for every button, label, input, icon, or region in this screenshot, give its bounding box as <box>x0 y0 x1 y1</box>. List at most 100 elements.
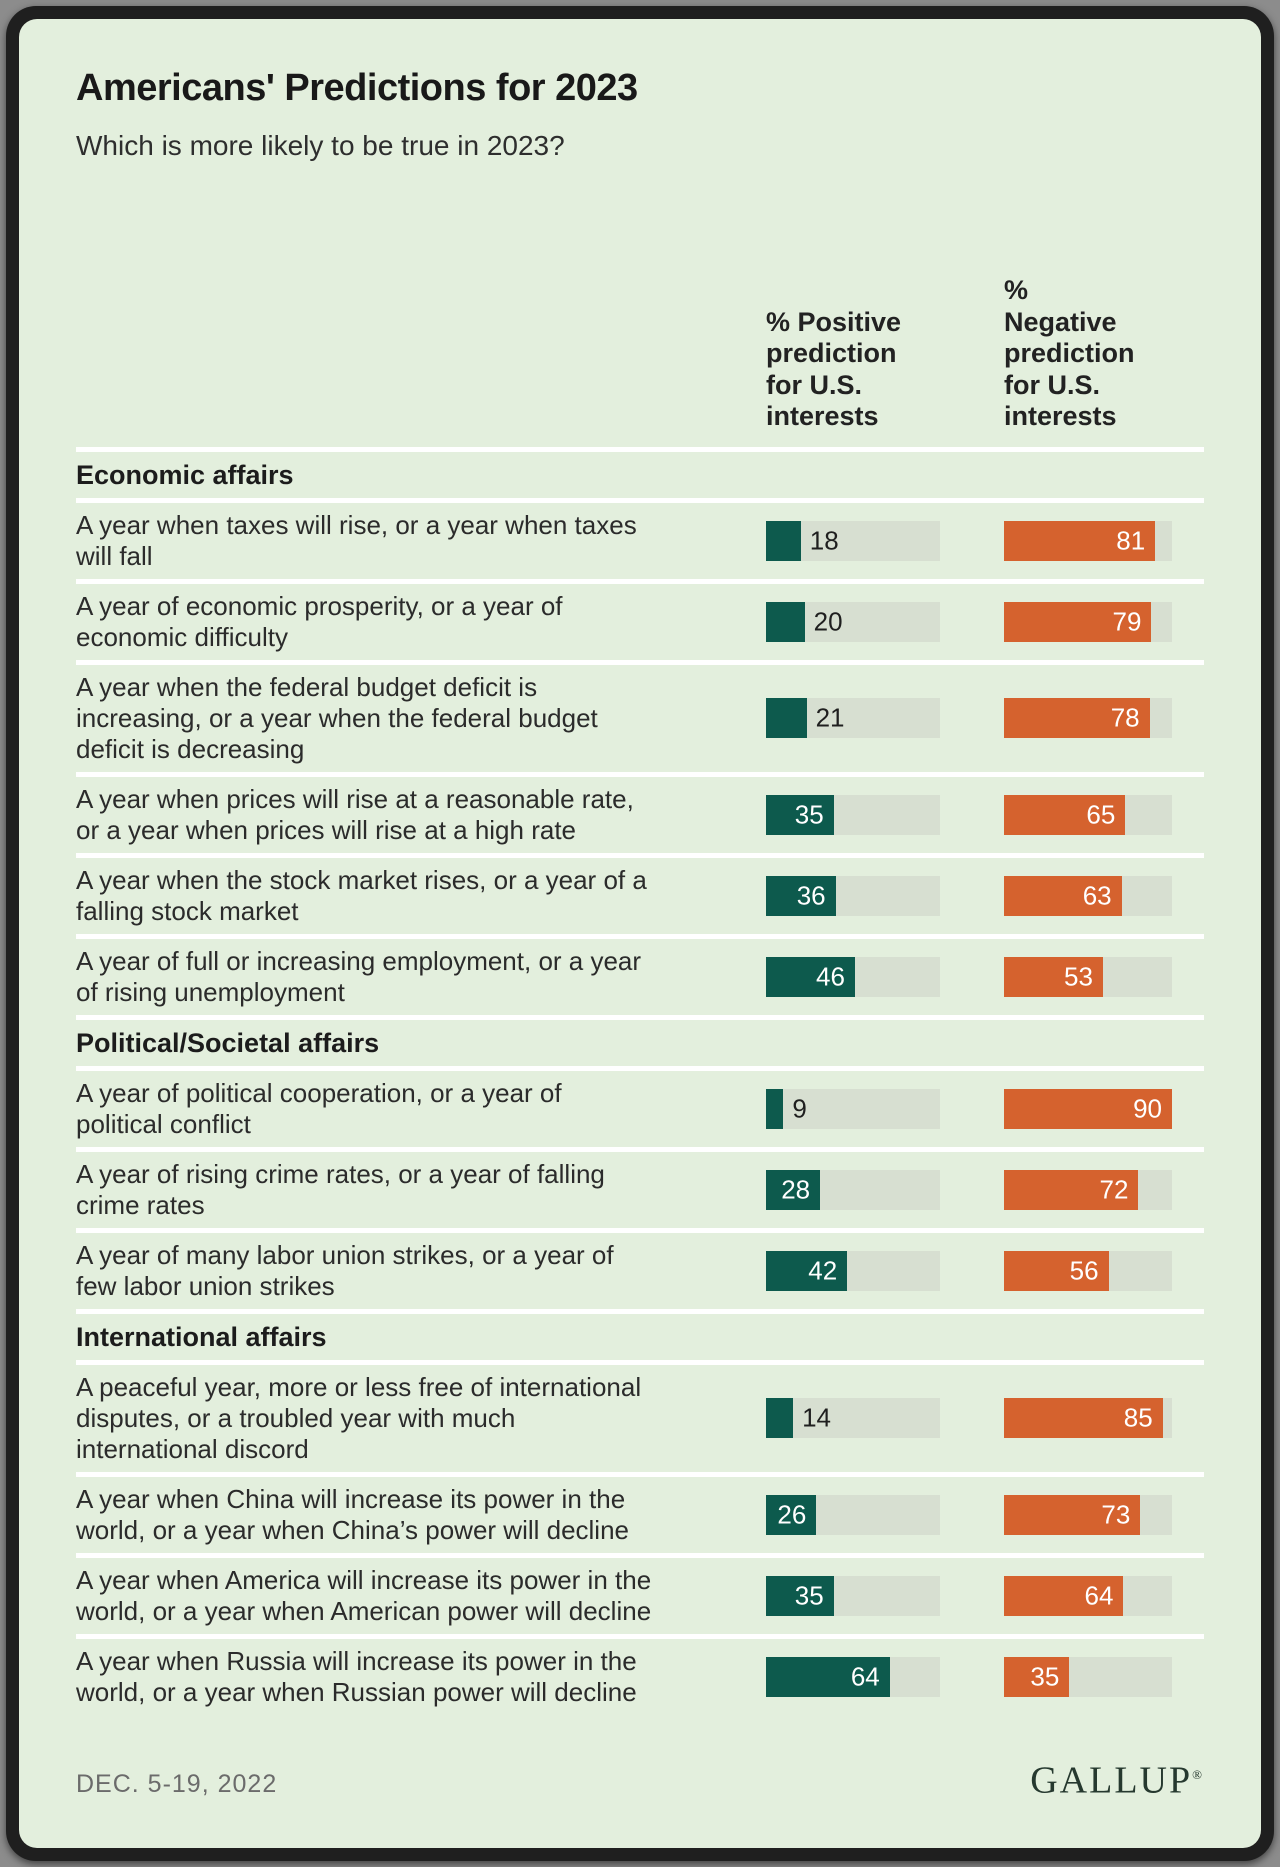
survey-date: DEC. 5-19, 2022 <box>76 1770 278 1799</box>
negative-bar-track: 65 <box>1004 794 1172 835</box>
row-label: A year when America will increase its po… <box>76 1564 652 1626</box>
section-title: Political/Societal affairs <box>76 1027 380 1058</box>
positive-bar-track: 35 <box>766 1575 940 1616</box>
gallup-wordmark: GALLUP <box>1030 1759 1193 1802</box>
positive-value: 9 <box>792 1093 807 1123</box>
negative-bar <box>1004 956 1103 997</box>
column-headers: % Positive prediction for U.S. interests… <box>76 275 1204 447</box>
positive-bar-track: 14 <box>766 1398 940 1438</box>
chart-card: Americans' Predictions for 2023 Which is… <box>19 19 1261 1848</box>
positive-bar <box>766 520 801 561</box>
positive-bar-track: 18 <box>766 520 940 561</box>
positive-bar <box>766 1575 834 1616</box>
negative-bar-cell: 56 <box>1004 1250 1172 1291</box>
negative-bar <box>1004 520 1156 561</box>
row-label: A year when the federal budget deficit i… <box>76 671 598 764</box>
negative-bar-track: 78 <box>1004 698 1172 738</box>
positive-bar-track: 36 <box>766 875 940 916</box>
negative-bar-cell: 78 <box>1004 698 1172 738</box>
positive-bar <box>766 1169 821 1210</box>
negative-bar-track: 85 <box>1004 1398 1172 1438</box>
negative-bar-track: 72 <box>1004 1169 1172 1210</box>
negative-value: 73 <box>1101 1499 1131 1529</box>
table-row: A year when taxes will rise, or a year w… <box>76 497 1204 579</box>
positive-value: 21 <box>815 702 845 733</box>
section-title: Economic affairs <box>76 459 294 490</box>
row-label: A year when the stock market rises, or a… <box>76 864 647 926</box>
negative-bar <box>1004 601 1152 642</box>
positive-bar <box>766 1250 848 1291</box>
negative-bar-track: 90 <box>1004 1088 1172 1129</box>
positive-bar-cell: 35 <box>766 1575 940 1616</box>
positive-bar <box>766 794 834 835</box>
negative-bar-cell: 79 <box>1004 601 1172 642</box>
negative-bar <box>1004 1398 1163 1438</box>
negative-value: 65 <box>1086 799 1116 829</box>
table-row: A year when Russia will increase its pow… <box>76 1633 1204 1715</box>
positive-value: 42 <box>808 1255 838 1285</box>
table-row: A year when the federal budget deficit i… <box>76 659 1204 772</box>
positive-bar-cell: 64 <box>766 1656 940 1697</box>
positive-bar-track: 42 <box>766 1250 940 1291</box>
positive-value: 64 <box>850 1661 880 1691</box>
negative-bar <box>1004 1250 1109 1291</box>
positive-value: 36 <box>796 880 826 910</box>
negative-bar-cell: 73 <box>1004 1494 1172 1535</box>
positive-bar-cell: 28 <box>766 1169 940 1210</box>
table-row: A year when the stock market rises, or a… <box>76 852 1204 934</box>
row-label: A year when China will increase its powe… <box>76 1483 630 1545</box>
negative-value: 56 <box>1069 1255 1099 1285</box>
positive-bar-track: 26 <box>766 1494 940 1535</box>
device-frame: Americans' Predictions for 2023 Which is… <box>6 6 1274 1861</box>
negative-bar <box>1004 698 1150 738</box>
negative-bar-cell: 63 <box>1004 875 1172 916</box>
positive-bar <box>766 956 855 997</box>
negative-value: 90 <box>1133 1093 1162 1123</box>
positive-bar-cell: 46 <box>766 956 940 997</box>
positive-bar <box>766 601 805 642</box>
row-label: A peaceful year, more or less free of in… <box>76 1371 642 1464</box>
positive-value: 14 <box>802 1402 831 1433</box>
positive-bar-track: 21 <box>766 698 940 738</box>
positive-value: 26 <box>777 1499 807 1529</box>
table-row: A year when China will increase its powe… <box>76 1471 1204 1553</box>
negative-value: 72 <box>1099 1174 1129 1204</box>
chart-footer: DEC. 5-19, 2022 GALLUP® <box>76 1753 1204 1803</box>
negative-value: 78 <box>1110 702 1140 733</box>
positive-bar <box>766 1494 817 1535</box>
negative-bar-track: 56 <box>1004 1250 1172 1291</box>
negative-bar-cell: 53 <box>1004 956 1172 997</box>
positive-bar <box>766 875 836 916</box>
section-header-row: Economic affairs <box>76 446 1204 498</box>
negative-bar-track: 73 <box>1004 1494 1172 1535</box>
row-label: A year when taxes will rise, or a year w… <box>76 509 637 571</box>
positive-bar-cell: 20 <box>766 601 940 642</box>
negative-bar-track: 63 <box>1004 875 1172 916</box>
positive-bar-track: 9 <box>766 1088 940 1129</box>
negative-bar <box>1004 1575 1124 1616</box>
positive-bar-cell: 21 <box>766 698 940 738</box>
negative-value: 64 <box>1084 1580 1114 1610</box>
positive-bar <box>766 698 807 738</box>
positive-bar-track: 46 <box>766 956 940 997</box>
negative-value: 81 <box>1116 525 1146 555</box>
table-row: A year of rising crime rates, or a year … <box>76 1146 1204 1228</box>
negative-bar <box>1004 1088 1172 1129</box>
positive-bar-cell: 42 <box>766 1250 940 1291</box>
positive-bar-cell: 18 <box>766 520 940 561</box>
section-title: International affairs <box>76 1321 327 1352</box>
negative-bar-cell: 65 <box>1004 794 1172 835</box>
row-label: A year of full or increasing employment,… <box>76 945 642 1007</box>
negative-bar-track: 64 <box>1004 1575 1172 1616</box>
row-label: A year of rising crime rates, or a year … <box>76 1158 605 1220</box>
positive-bar-cell: 14 <box>766 1398 940 1438</box>
positive-value: 46 <box>816 961 845 991</box>
negative-bar <box>1004 1494 1141 1535</box>
negative-bar-cell: 72 <box>1004 1169 1172 1210</box>
page-title: Americans' Predictions for 2023 <box>76 67 638 109</box>
registered-trademark-symbol: ® <box>1192 1766 1204 1782</box>
positive-bar-cell: 26 <box>766 1494 940 1535</box>
positive-bar-cell: 35 <box>766 794 940 835</box>
positive-value: 35 <box>794 799 824 829</box>
positive-bar <box>766 1398 794 1438</box>
